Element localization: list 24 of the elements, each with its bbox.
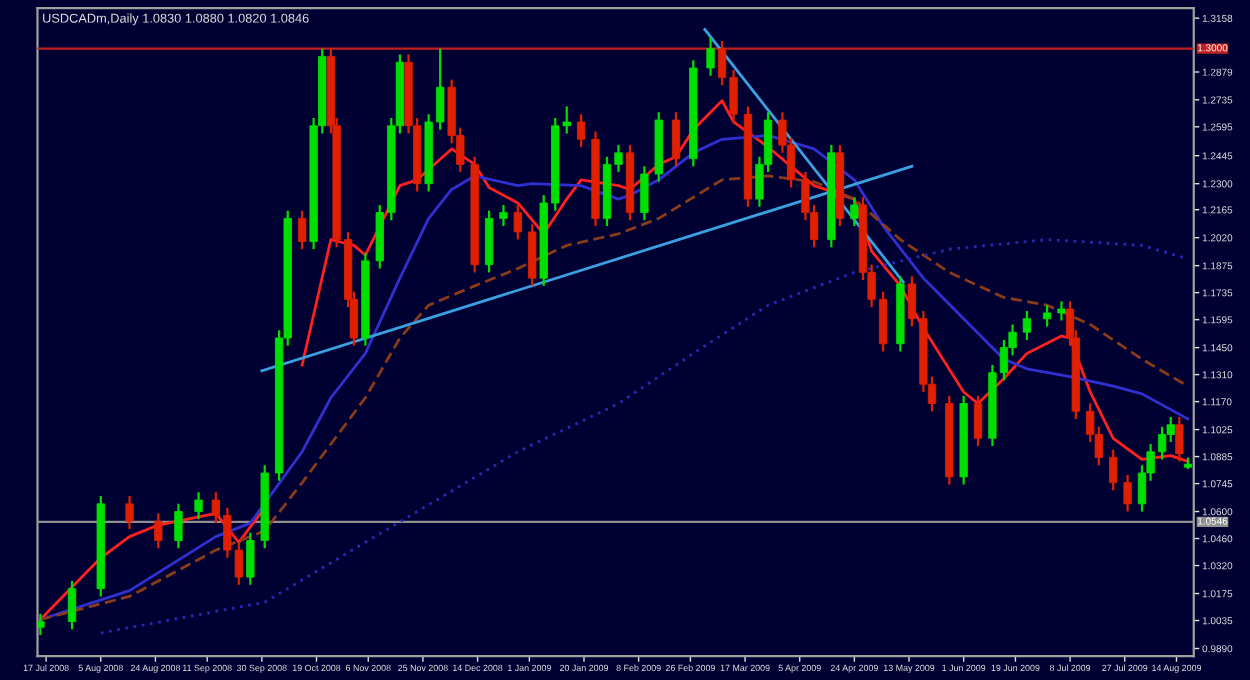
candlestick — [499, 203, 508, 228]
candlestick — [67, 579, 77, 631]
candlestick — [246, 531, 255, 586]
candlestick — [125, 495, 134, 531]
candlestick — [297, 209, 307, 251]
candlestick — [1109, 448, 1118, 492]
candlestick — [174, 502, 183, 550]
candlestick — [528, 223, 537, 287]
candlestick — [706, 35, 715, 77]
candlestick — [484, 209, 494, 274]
candlestick — [576, 113, 586, 149]
candlestick — [850, 196, 859, 228]
candlestick — [1175, 415, 1184, 463]
candlestick — [640, 165, 649, 222]
candlestick — [1123, 473, 1132, 513]
candlestick — [154, 512, 163, 550]
candlestick — [973, 394, 983, 448]
candlestick — [1042, 304, 1052, 328]
candlestick — [194, 491, 203, 521]
candlestick — [671, 111, 681, 168]
candlestick — [37, 612, 45, 637]
candlestick — [1022, 309, 1032, 341]
candlestick — [1057, 300, 1066, 322]
candlestick — [513, 203, 522, 241]
